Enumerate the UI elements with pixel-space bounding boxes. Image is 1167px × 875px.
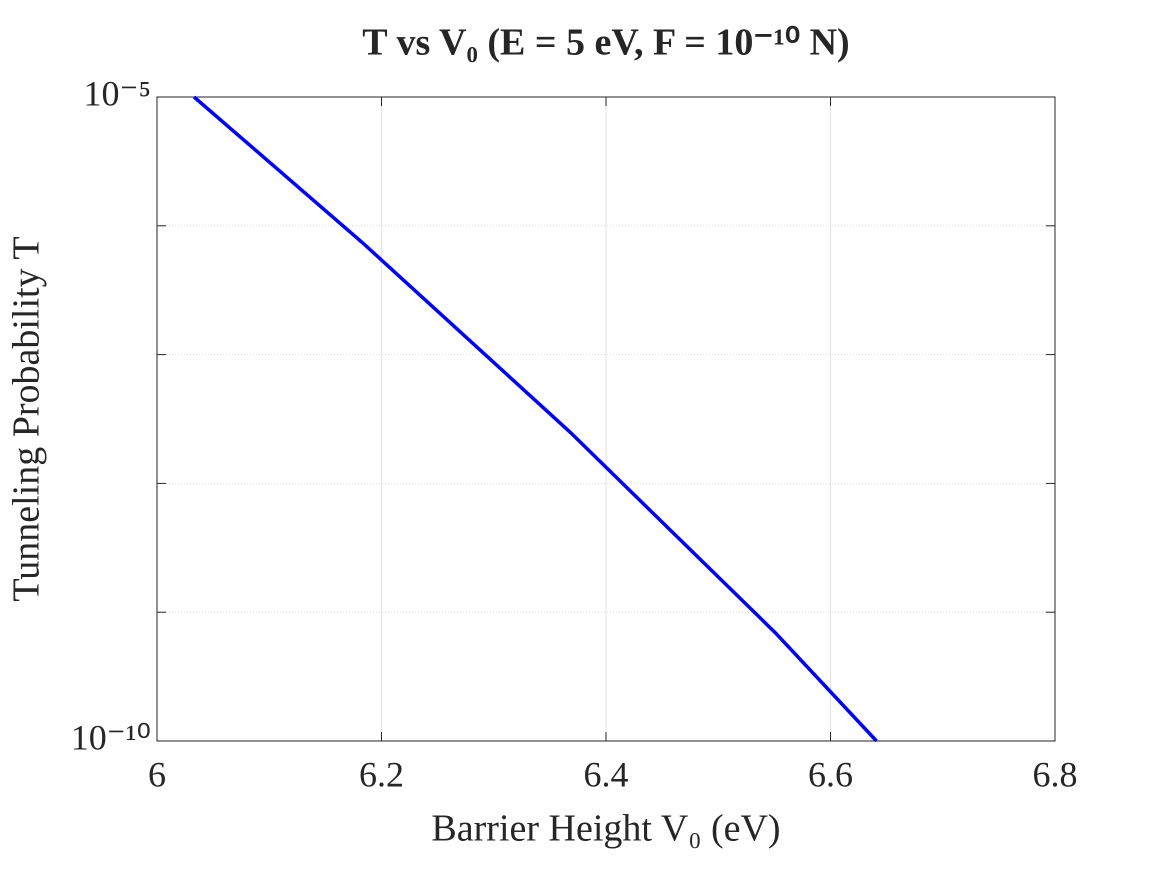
chart-title: T vs V₀ (E = 5 eV, F = 10⁻¹⁰ N) <box>362 22 849 64</box>
x-tick-label: 6 <box>148 754 166 794</box>
data-line <box>192 95 878 743</box>
plot-frame <box>156 96 1056 742</box>
y-tick-label: 10⁻¹⁰ <box>71 717 151 757</box>
y-tick-label: 10⁻⁵ <box>83 73 151 113</box>
x-tick-label: 6.8 <box>1033 754 1078 794</box>
x-tick-label: 6.2 <box>359 754 404 794</box>
y-axis-label: Tunneling Probability T <box>6 236 48 601</box>
x-tick-label: 6.4 <box>584 754 629 794</box>
x-axis-label: Barrier Height V₀ (eV) <box>431 808 780 850</box>
x-tick-label: 6.6 <box>808 754 853 794</box>
